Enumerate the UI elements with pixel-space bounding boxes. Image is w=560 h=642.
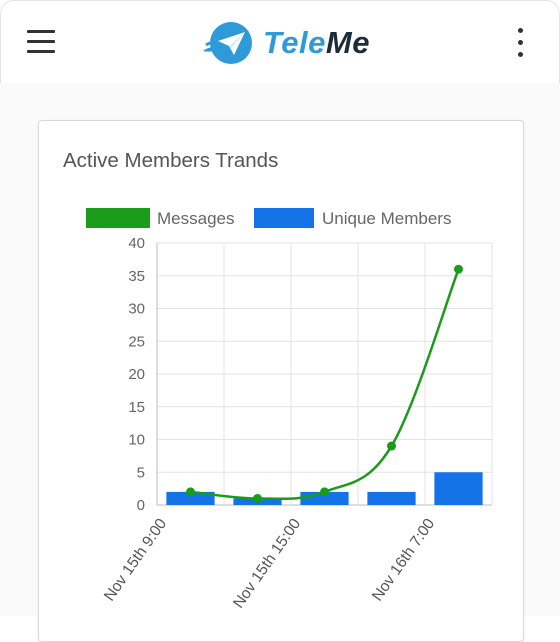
legend-label-messages: Messages [157,209,234,228]
y-tick-label: 20 [128,366,145,383]
x-tick-label: Nov 15th 9:00 [101,515,171,604]
brand-name-me: Me [325,25,370,60]
bar-unique-members [434,472,483,505]
point-messages [186,487,195,497]
more-options-button[interactable] [507,25,535,61]
y-tick-label: 25 [128,333,145,350]
bar-unique-members [166,491,215,505]
legend-swatch-messages [86,208,150,228]
y-tick-label: 15 [128,399,145,416]
point-messages [387,441,396,451]
line-messages [190,268,460,501]
y-tick-label: 0 [137,497,145,514]
chart-card: Active Members Trands 0 5 10 15 20 25 30 35 40 Me… [38,120,524,642]
brand-name-tele: Tele [263,25,326,60]
x-tick-label: Nov 15th 15:00 [230,515,304,611]
y-tick-label: 10 [128,432,145,449]
point-messages [454,264,463,274]
paper-plane-icon [203,22,252,64]
app-header: TeleMe [0,0,560,84]
y-tick-label: 30 [128,301,145,318]
legend-label-unique-members: Unique Members [322,209,451,228]
active-members-chart: 0 5 10 15 20 25 30 35 40 Messages Unique Members No… [86,208,493,611]
point-messages [253,493,262,503]
point-messages [320,487,329,497]
legend-swatch-unique-members [254,208,314,228]
y-tick-label: 5 [137,464,145,481]
card-title: Active Members Trands [63,149,279,172]
x-tick-label: Nov 16th 7:00 [369,515,439,604]
y-tick-label: 40 [128,235,145,252]
brand-name: TeleMe [263,25,370,61]
bar-unique-members [367,491,416,505]
menu-button[interactable] [23,27,59,57]
y-tick-label: 35 [128,268,145,285]
